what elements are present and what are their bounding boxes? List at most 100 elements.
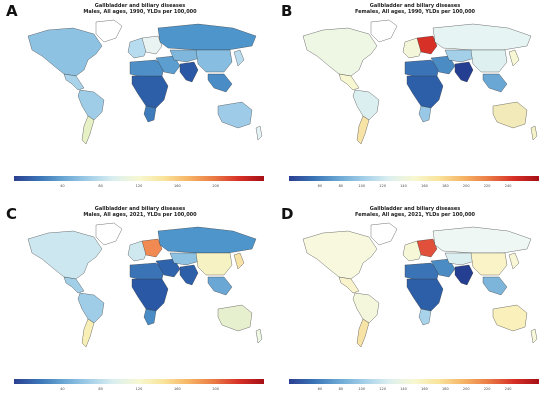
title-line-2: Females, All ages, 2021, YLDs per 100,00…	[354, 212, 476, 218]
region-argentina	[356, 115, 370, 145]
panel-c: C Gallbladder and biliary diseases Males…	[0, 203, 275, 405]
region-new-zealand	[255, 125, 263, 141]
title-line-1: Gallbladder and biliary diseases	[369, 206, 461, 212]
region-central-asia	[444, 49, 476, 63]
legend-tick-label: 140	[400, 184, 407, 188]
region-central-america	[338, 73, 360, 91]
region-sub-saharan-africa	[406, 278, 444, 312]
legend-ticks: 40 80 120 160 200	[14, 387, 264, 395]
legend-gradient	[14, 176, 264, 181]
region-central-asia	[444, 252, 476, 266]
region-china	[470, 252, 508, 276]
region-japan-korea	[508, 252, 520, 270]
region-japan-korea	[508, 49, 520, 67]
region-south-asia	[454, 264, 474, 286]
region-southeast-asia	[482, 73, 508, 93]
region-south-africa	[143, 105, 157, 123]
region-russia	[157, 23, 257, 51]
region-south-asia	[179, 61, 199, 83]
region-north-america	[302, 230, 378, 280]
legend-ticks: 60 80 100 120 140 160 180 200 220 240	[289, 184, 539, 192]
world-map	[302, 222, 538, 348]
legend-tick-label: 240	[504, 387, 512, 391]
legend-tick-label: 200	[212, 184, 219, 188]
title-line-2: Males, All ages, 1990, YLDs per 100,000	[83, 9, 197, 15]
region-new-zealand	[255, 328, 263, 344]
region-central-america	[63, 276, 85, 294]
legend-bar	[289, 176, 539, 181]
region-south-africa	[418, 308, 432, 326]
legend-tick-label: 200	[462, 387, 470, 391]
world-map	[302, 19, 538, 145]
region-china	[195, 49, 233, 73]
region-middle-east	[155, 258, 181, 278]
color-legend: 40 80 120 160 200	[14, 175, 264, 197]
region-eastern-europe	[416, 238, 438, 258]
panel-letter: D	[281, 205, 294, 223]
legend-tick-label: 240	[504, 184, 512, 188]
legend-tick-label: 200	[462, 184, 470, 188]
region-argentina	[81, 115, 95, 145]
legend-tick-label: 140	[400, 387, 407, 391]
region-southeast-asia	[207, 276, 233, 296]
panel-title: Gallbladder and biliary diseases Females…	[315, 206, 515, 218]
legend-bar	[14, 379, 264, 384]
legend-ticks: 40 80 120 160 200	[14, 184, 264, 192]
title-line-2: Males, All ages, 2021, YLDs per 100,000	[83, 212, 197, 218]
panel-d: D Gallbladder and biliary diseases Femal…	[275, 203, 550, 405]
region-sub-saharan-africa	[131, 75, 169, 109]
legend-tick-label: 180	[442, 387, 449, 391]
legend-tick-label: 160	[173, 387, 181, 391]
legend-tick-label: 220	[483, 184, 491, 188]
panel-b: B Gallbladder and biliary diseases Femal…	[275, 0, 550, 202]
region-australia	[217, 304, 253, 332]
region-north-america	[27, 230, 103, 280]
panel-title: Gallbladder and biliary diseases Males, …	[40, 206, 240, 218]
region-north-america	[27, 27, 103, 77]
region-central-asia	[169, 49, 201, 63]
region-south-asia	[454, 61, 474, 83]
region-australia	[492, 101, 528, 129]
region-eastern-europe	[141, 238, 163, 258]
region-central-asia	[169, 252, 201, 266]
region-greenland	[370, 19, 398, 43]
region-south-africa	[143, 308, 157, 326]
region-south-asia	[179, 264, 199, 286]
region-new-zealand	[530, 328, 538, 344]
region-south-america	[77, 89, 105, 121]
region-russia	[157, 226, 257, 254]
panel-a: A Gallbladder and biliary diseases Males…	[0, 0, 275, 202]
title-line-1: Gallbladder and biliary diseases	[94, 206, 186, 212]
region-argentina	[81, 318, 95, 348]
legend-tick-label: 60	[317, 387, 323, 391]
panel-letter: C	[6, 205, 18, 223]
legend-tick-label: 120	[135, 184, 143, 188]
panel-title: Gallbladder and biliary diseases Females…	[315, 3, 515, 15]
region-china	[195, 252, 233, 276]
legend-bar	[289, 379, 539, 384]
region-sub-saharan-africa	[406, 75, 444, 109]
region-australia	[217, 101, 253, 129]
region-south-america	[352, 292, 380, 324]
legend-tick-label: 40	[60, 184, 65, 188]
legend-tick-label: 160	[421, 387, 428, 391]
region-north-america	[302, 27, 378, 77]
legend-tick-label: 160	[421, 184, 428, 188]
title-line-1: Gallbladder and biliary diseases	[94, 3, 186, 9]
title-line-2: Females, All ages, 1990, YLDs per 100,00…	[354, 9, 476, 15]
region-russia	[432, 23, 532, 51]
region-argentina	[356, 318, 370, 348]
region-central-america	[338, 276, 360, 294]
title-line-1: Gallbladder and biliary diseases	[369, 3, 461, 9]
legend-tick-label: 80	[98, 387, 103, 391]
legend-tick-label: 80	[338, 184, 344, 188]
color-legend: 40 80 120 160 200	[14, 378, 264, 400]
region-japan-korea	[233, 252, 245, 270]
region-eastern-europe	[141, 35, 163, 55]
legend-tick-label: 100	[358, 387, 366, 391]
legend-tick-label: 160	[173, 184, 181, 188]
legend-tick-label: 120	[379, 387, 386, 391]
legend-gradient	[289, 379, 539, 384]
region-greenland	[95, 19, 123, 43]
